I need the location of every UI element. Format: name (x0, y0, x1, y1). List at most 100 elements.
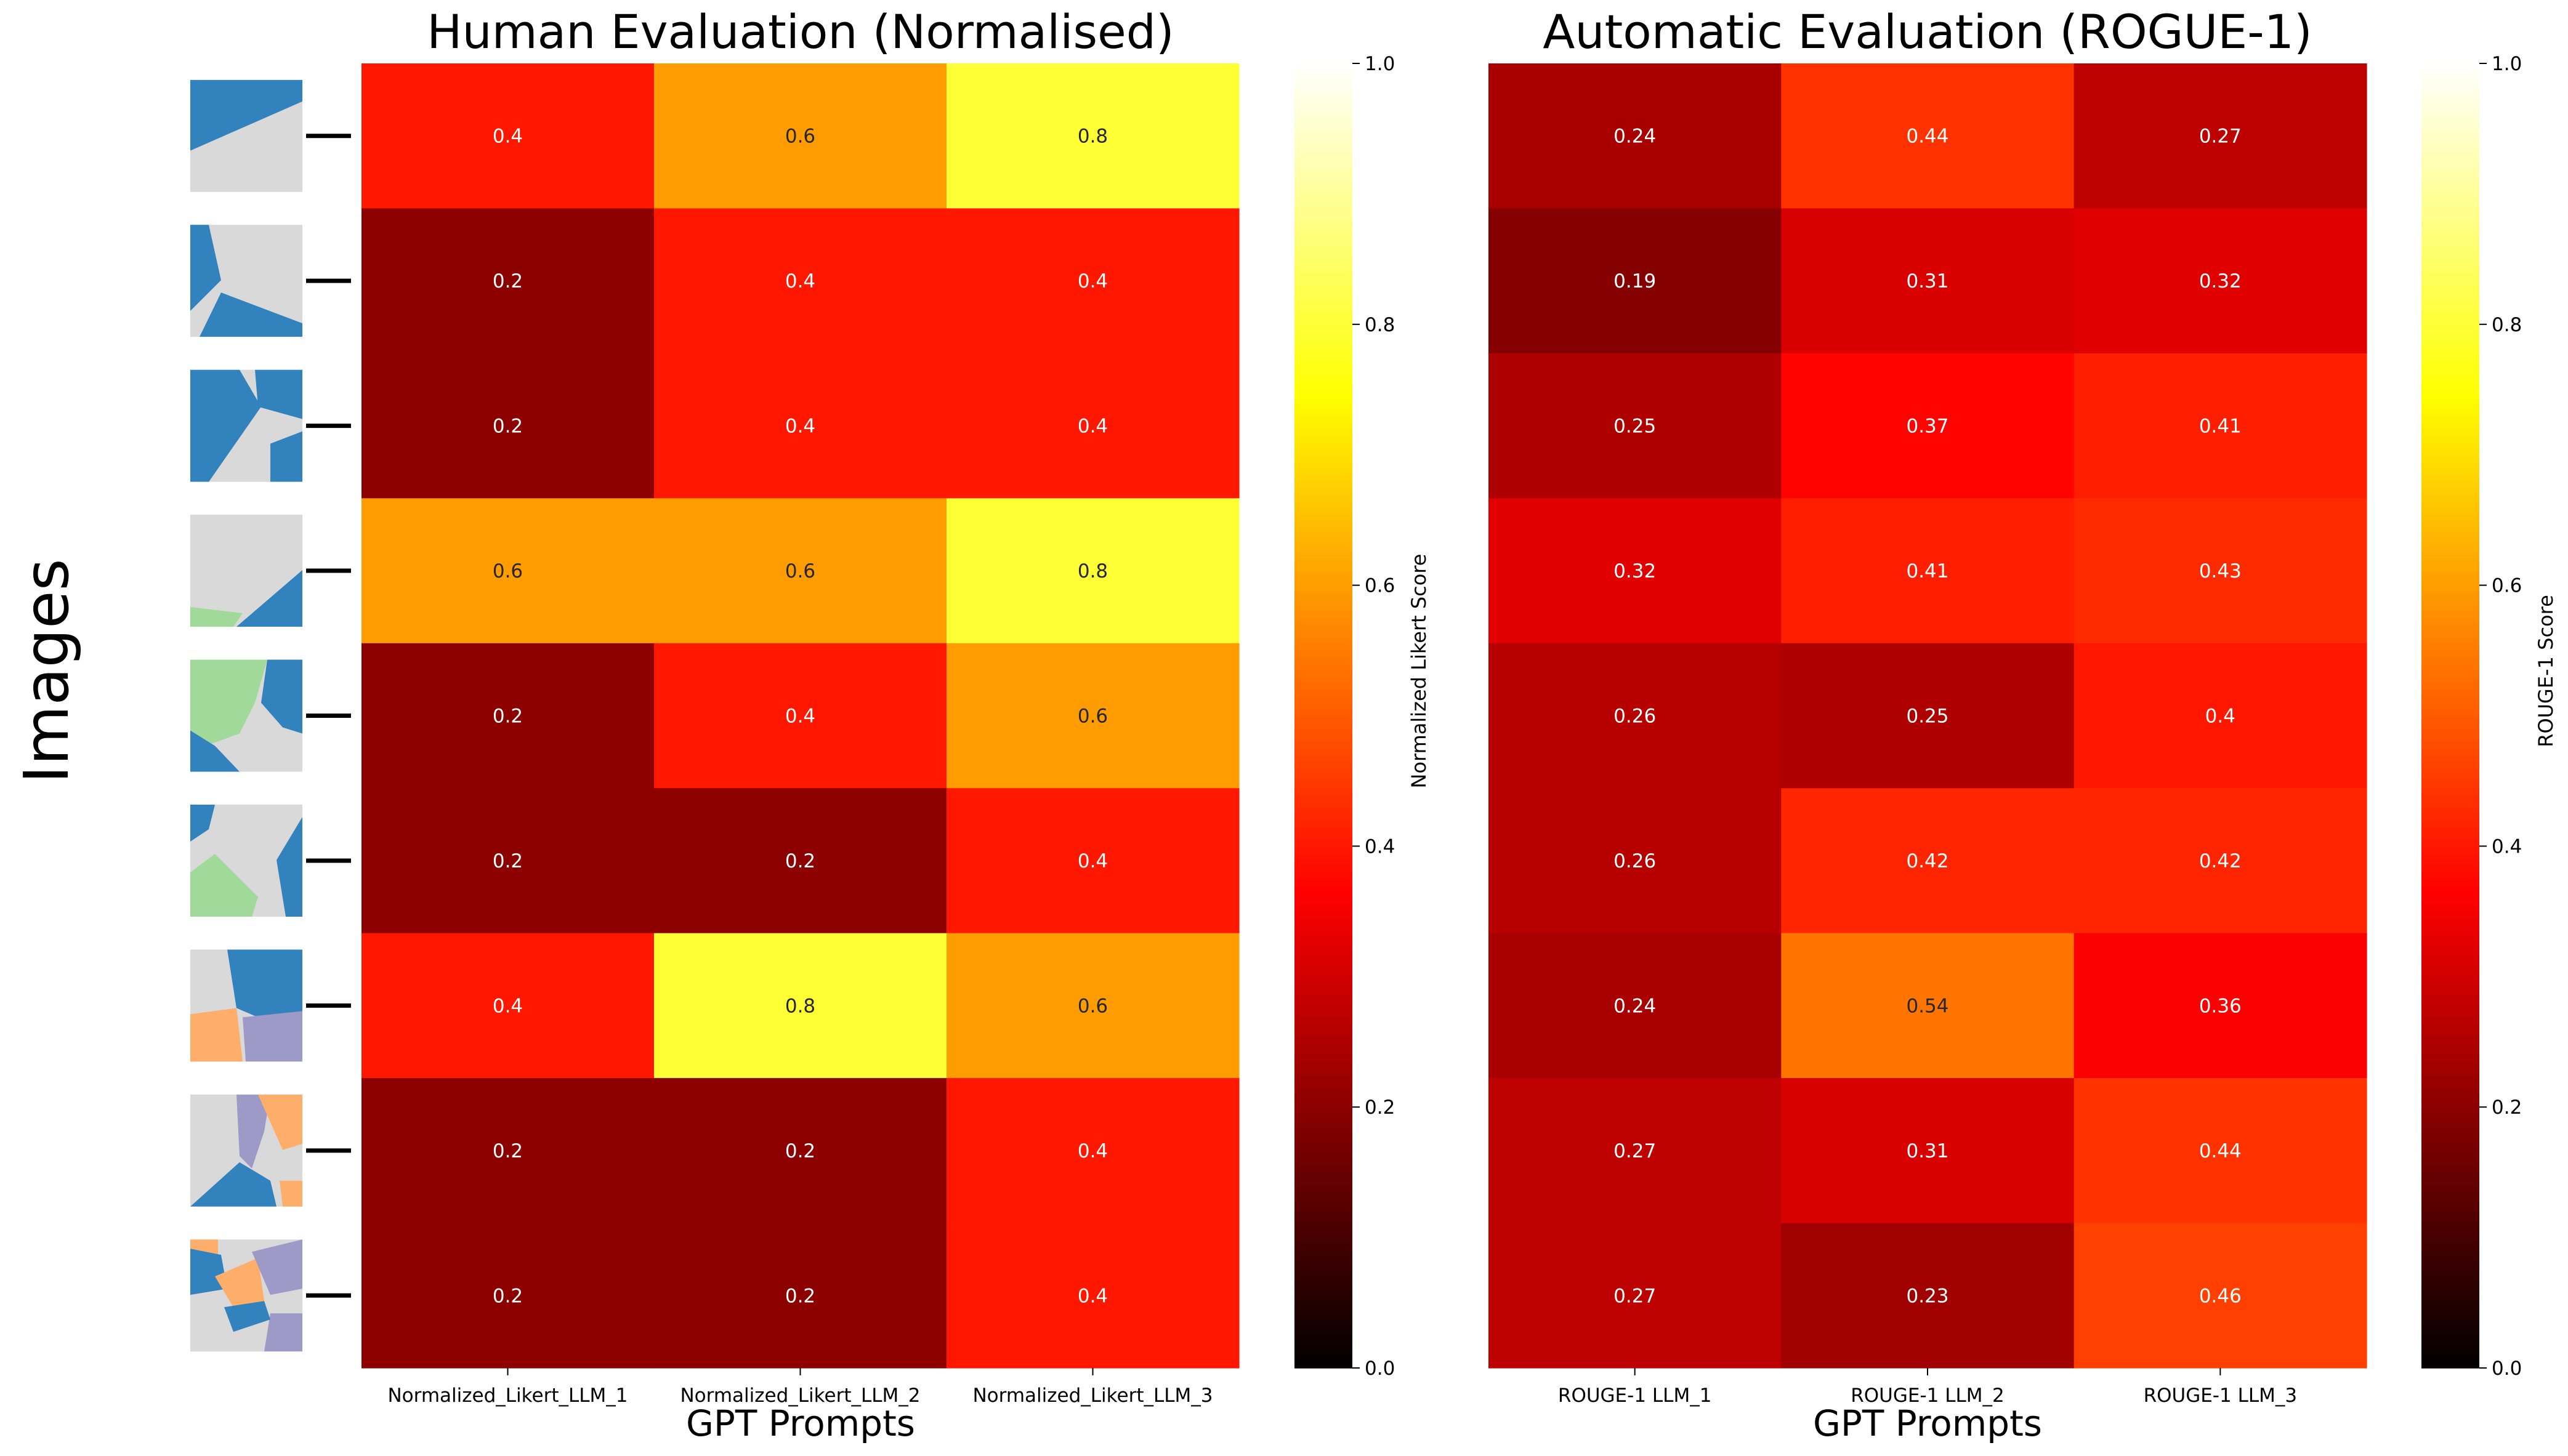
colorbar-gradient-step (2421, 1126, 2479, 1134)
colorbar-gradient-step (2421, 761, 2479, 769)
colorbar-gradient-step (2421, 487, 2479, 495)
colorbar-tick-label: 0.2 (2492, 1096, 2522, 1119)
cell-value-label: 0.25 (1906, 706, 1948, 728)
colorbar-gradient-step (1294, 441, 1352, 449)
colorbar-gradient-step (1294, 559, 1352, 566)
colorbar-gradient-step (1294, 657, 1352, 664)
colorbar-gradient-step (2421, 1120, 2479, 1127)
heatmap-cell (1781, 208, 2075, 354)
colorbar-gradient-step (2421, 891, 2479, 899)
colorbar-gradient-step (1294, 611, 1352, 619)
colorbar-gradient-step (1294, 1178, 1352, 1186)
colorbar-gradient-step (1294, 1094, 1352, 1101)
thumbnail-region (190, 853, 258, 917)
colorbar-gradient-step (1294, 755, 1352, 762)
colorbar-gradient-step (2421, 1015, 2479, 1023)
colorbar-gradient-step (1294, 1087, 1352, 1095)
colorbar-gradient-step (1294, 1068, 1352, 1076)
colorbar-gradient-step (2421, 1283, 2479, 1290)
colorbar-gradient-step (1294, 1022, 1352, 1029)
colorbar-gradient-step (1294, 820, 1352, 827)
heatmap-cell (1781, 1223, 2075, 1369)
colorbar-gradient-step (2421, 989, 2479, 997)
colorbar-gradient-step (1294, 350, 1352, 358)
colorbar-gradient-step (2421, 722, 2479, 730)
heatmap-cell (654, 353, 947, 499)
colorbar-gradient-step (1294, 1283, 1352, 1290)
colorbar-gradient-step (1294, 487, 1352, 495)
cell-value-label: 0.8 (1078, 560, 1108, 582)
colorbar-tick-label: 0.4 (1365, 835, 1395, 858)
colorbar-gradient-step (1294, 1211, 1352, 1219)
heatmap-cells: 0.4 0.6 0.8 0.2 0.4 0.4 0.2 0.4 0.4 0.6 0.6 0.8 0.2 0… (361, 63, 1240, 1369)
colorbar-gradient-step (2421, 448, 2479, 456)
colorbar-gradient-step (1294, 207, 1352, 214)
colorbar-gradient-step (2421, 735, 2479, 742)
colorbar-gradient-step (2421, 1140, 2479, 1147)
colorbar-gradient-step (1294, 1224, 1352, 1232)
thumbnail-region (190, 369, 261, 482)
heatmap-cell (1781, 643, 2075, 789)
colorbar-gradient-step (1294, 839, 1352, 847)
colorbar-gradient-step (1294, 852, 1352, 860)
x-axis-label: GPT Prompts (686, 1402, 915, 1444)
cell-value-label: 0.23 (1906, 1285, 1948, 1307)
colorbar-gradient-step (2421, 924, 2479, 931)
colorbar-gradient-step (2421, 526, 2479, 534)
colorbar-gradient-step (1294, 1048, 1352, 1056)
image-thumbnail (190, 1094, 302, 1207)
heatmap-cell (1488, 353, 1782, 499)
colorbar-gradient-step (1294, 89, 1352, 97)
colorbar-gradient-step (2421, 337, 2479, 345)
cell-value-label: 0.32 (1613, 560, 1656, 582)
colorbar-gradient-step (1294, 193, 1352, 201)
colorbar-gradient-step (2421, 983, 2479, 991)
colorbar-gradient-step (2421, 1303, 2479, 1310)
cell-value-label: 0.27 (1613, 1285, 1656, 1307)
colorbar-gradient-step (2421, 82, 2479, 90)
colorbar-gradient-step (2421, 356, 2479, 364)
x-tick-labels: ROUGE-1 LLM_1 ROUGE-1 LLM_2 ROUGE-1 LLM_3 (1558, 1368, 2297, 1407)
colorbar: 0.0 0.2 0.4 0.6 0.8 1.0 (1294, 53, 1395, 1380)
colorbar-gradient-step (2421, 265, 2479, 273)
colorbar-gradient-step (2421, 617, 2479, 625)
colorbar-gradient-step (1294, 200, 1352, 207)
colorbar-gradient-step (1294, 82, 1352, 90)
colorbar-gradient-step (1294, 324, 1352, 332)
colorbar-gradient-step (1294, 1289, 1352, 1297)
cell-value-label: 0.36 (2199, 995, 2242, 1017)
heatmap-cell (2073, 63, 2367, 209)
colorbar-gradient-step (2421, 200, 2479, 207)
colorbar-gradient-step (2421, 1354, 2479, 1362)
colorbar-gradient-step (1294, 109, 1352, 116)
colorbar-gradient-step (2421, 461, 2479, 469)
colorbar-gradient-step (1294, 1237, 1352, 1245)
colorbar-gradient-step (1294, 148, 1352, 156)
colorbar-gradient-step (1294, 305, 1352, 312)
colorbar-gradient-step (1294, 592, 1352, 599)
colorbar-gradient-step (2421, 233, 2479, 240)
colorbar-gradient-step (2421, 396, 2479, 403)
colorbar-gradient-step (1294, 1107, 1352, 1114)
colorbar-gradient-step (1294, 800, 1352, 808)
colorbar-gradient-step (2421, 376, 2479, 384)
colorbar-gradient-step (1294, 1303, 1352, 1310)
image-thumbnails (190, 79, 351, 1352)
colorbar-gradient-step (1294, 1185, 1352, 1193)
colorbar-gradient-step (2421, 1022, 2479, 1029)
heatmap-cell (361, 498, 655, 644)
colorbar-gradient-step (1294, 1191, 1352, 1199)
colorbar-gradient-step (1294, 155, 1352, 162)
colorbar-tick-label: 0.8 (1365, 314, 1395, 336)
colorbar-gradient-step (2421, 63, 2479, 71)
colorbar-gradient-step (1294, 761, 1352, 769)
colorbar-gradient-step (1294, 630, 1352, 638)
colorbar-gradient-step (1294, 1270, 1352, 1277)
cell-value-label: 0.31 (1906, 270, 1948, 292)
colorbar-gradient-step (2421, 898, 2479, 906)
cell-value-label: 0.4 (2205, 706, 2235, 728)
heatmap-cell (947, 498, 1240, 644)
colorbar-gradient-step (1294, 76, 1352, 84)
heatmap-cell (1781, 353, 2075, 499)
colorbar-gradient-step (2421, 128, 2479, 136)
